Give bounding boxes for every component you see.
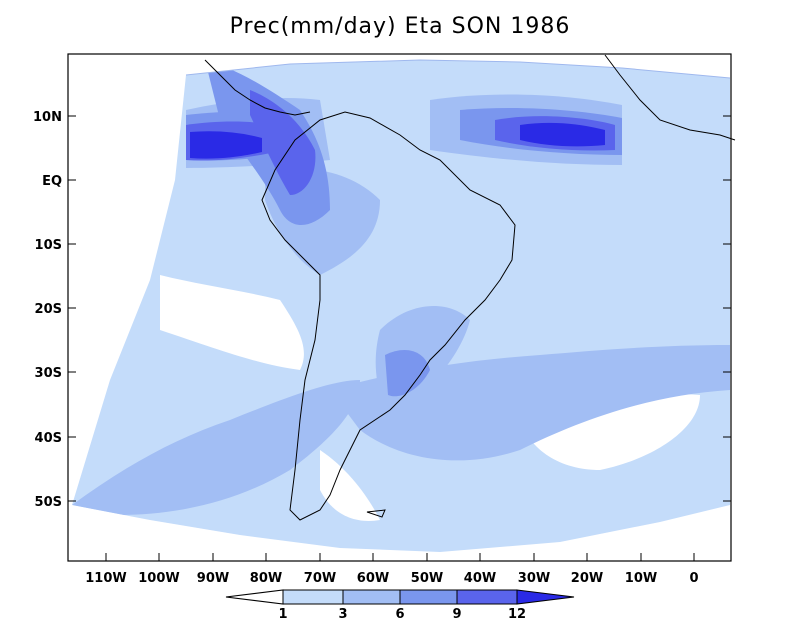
low-precip-pacific <box>160 275 304 370</box>
latitude-label: 10N <box>33 110 62 125</box>
longitude-label: 90W <box>197 571 229 586</box>
colorbar-segment-3-6 <box>342 589 401 605</box>
latitude-axis <box>68 115 731 502</box>
colorbar-segment-below-1 <box>225 589 284 605</box>
latitude-label: 30S <box>35 366 62 381</box>
falklands-coastline <box>366 509 386 518</box>
longitude-axis <box>105 553 695 561</box>
longitude-label: 10W <box>625 571 657 586</box>
longitude-label: 50W <box>411 571 443 586</box>
latitude-label: 10S <box>35 238 62 253</box>
colorbar-tick-label: 6 <box>395 607 404 618</box>
longitude-label: 110W <box>85 571 126 586</box>
colorbar-segment-above-12 <box>516 589 575 605</box>
low-precip-patagonia <box>320 450 380 521</box>
colorbar-tick-label: 12 <box>508 607 526 618</box>
colorbar-tick-label: 3 <box>338 607 347 618</box>
coastlines <box>204 54 736 521</box>
precip-band-south-pacific <box>72 380 360 515</box>
colorbar-tick-label: 9 <box>452 607 461 618</box>
longitude-label: 0 <box>689 571 698 586</box>
longitude-label: 30W <box>518 571 550 586</box>
central-america-coastline <box>204 59 311 116</box>
longitude-labels: 110W 100W 90W 80W 70W 60W 50W 40W 30W 20… <box>85 571 698 586</box>
longitude-label: 70W <box>304 571 336 586</box>
colorbar-segment-9-12 <box>456 589 518 605</box>
longitude-label: 60W <box>357 571 389 586</box>
africa-coastline <box>604 54 736 141</box>
latitude-label: 50S <box>35 495 62 510</box>
latitude-label: 40S <box>35 431 62 446</box>
precip-band-pacific-peak <box>190 131 262 159</box>
latitude-labels: 10N EQ 10S 20S 30S 40S 50S <box>33 110 62 510</box>
south-america-coastline <box>261 111 516 521</box>
colorbar: 1 3 6 9 12 <box>225 589 575 618</box>
precip-band-atlantic-peak <box>520 122 605 147</box>
latitude-label: 20S <box>35 302 62 317</box>
longitude-label: 20W <box>571 571 603 586</box>
latitude-label: EQ <box>42 174 62 189</box>
longitude-label: 40W <box>464 571 496 586</box>
colorbar-segment-6-9 <box>399 589 458 605</box>
precip-band-colombia-max <box>250 90 316 195</box>
longitude-label: 80W <box>250 571 282 586</box>
model-domain-outline <box>185 59 731 79</box>
colorbar-segment-1-3 <box>282 589 344 605</box>
colorbar-tick-label: 1 <box>278 607 287 618</box>
map-title: Prec(mm/day) Eta SON 1986 <box>229 14 571 39</box>
precip-band-uruguay <box>385 350 430 397</box>
longitude-label: 100W <box>138 571 179 586</box>
